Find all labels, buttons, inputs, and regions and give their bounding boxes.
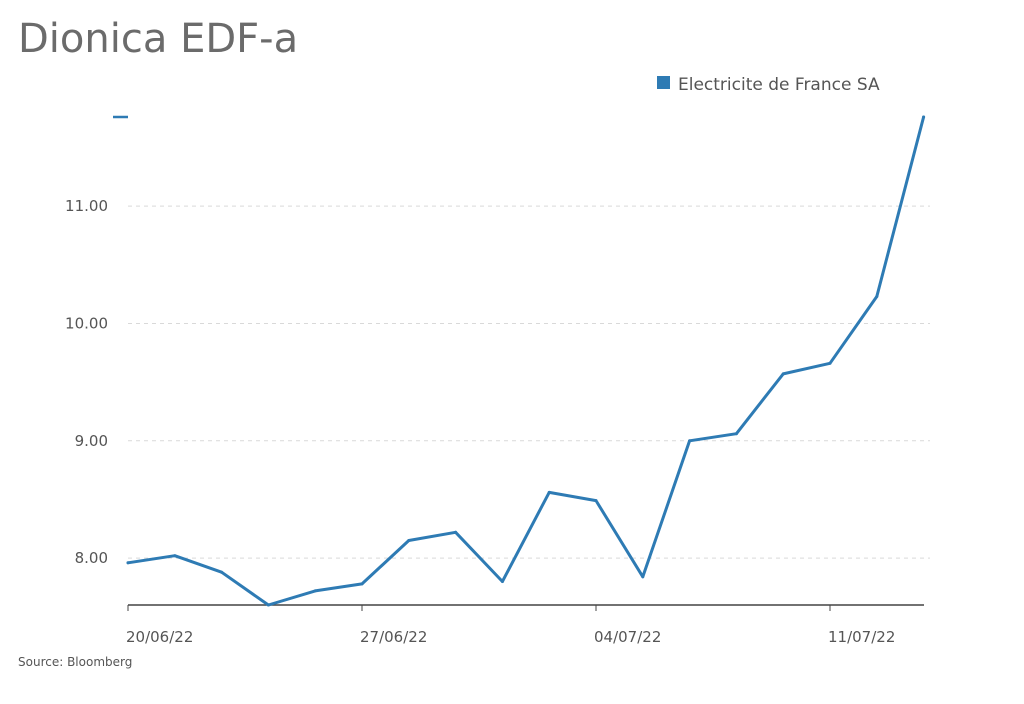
y-axis: 8.00 9.00 10.00 11.00 bbox=[65, 115, 128, 567]
data-point-13 bbox=[734, 432, 738, 436]
data-point-12 bbox=[688, 439, 692, 443]
data-point-6 bbox=[407, 539, 411, 542]
series-layer bbox=[126, 115, 926, 607]
data-point-8 bbox=[500, 580, 504, 583]
x-tick-label: 11/07/22 bbox=[828, 628, 895, 646]
x-axis: 20/06/22 27/06/22 04/07/22 11/07/22 bbox=[126, 604, 924, 646]
data-point-4 bbox=[313, 589, 317, 593]
data-point-14 bbox=[781, 372, 785, 376]
data-point-1 bbox=[173, 554, 177, 558]
data-point-2 bbox=[220, 570, 224, 574]
source-note: Source: Bloomberg bbox=[18, 655, 132, 669]
legend-swatch bbox=[657, 76, 670, 89]
y-tick-label: 8.00 bbox=[75, 549, 108, 567]
x-tick-label: 27/06/22 bbox=[360, 628, 427, 646]
x-tick-label: 20/06/22 bbox=[126, 628, 193, 646]
data-point-10 bbox=[594, 499, 598, 503]
data-point-17 bbox=[922, 115, 926, 119]
y-tick-label: 10.00 bbox=[65, 314, 108, 332]
chart-title: Dionica EDF-a bbox=[18, 16, 298, 62]
data-point-0 bbox=[126, 561, 130, 565]
grid-layer bbox=[128, 205, 930, 559]
data-point-11 bbox=[641, 575, 645, 579]
data-point-16 bbox=[875, 295, 879, 298]
data-point-5 bbox=[360, 582, 364, 586]
series-line-edf bbox=[126, 115, 926, 607]
legend-label: Electricite de France SA bbox=[678, 75, 880, 95]
data-point-3 bbox=[266, 603, 270, 607]
y-tick-label: 9.00 bbox=[75, 432, 108, 450]
data-point-15 bbox=[828, 361, 832, 365]
y-tick-label: 11.00 bbox=[65, 197, 108, 215]
legend: Electricite de France SA bbox=[657, 75, 880, 95]
data-point-9 bbox=[547, 490, 551, 494]
data-point-7 bbox=[454, 530, 458, 534]
x-tick-label: 04/07/22 bbox=[594, 628, 661, 646]
